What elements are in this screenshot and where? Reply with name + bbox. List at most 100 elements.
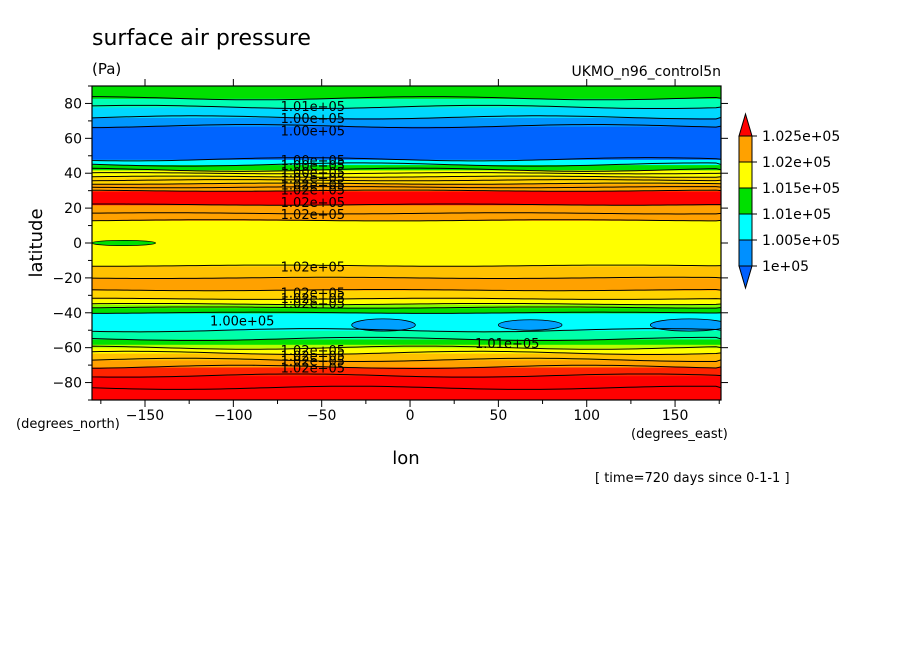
contour-line-26 (92, 157, 721, 162)
pressure-band-21 (92, 169, 721, 178)
contour-line-22 (92, 175, 721, 178)
contour-line-16 (92, 212, 721, 215)
pressure-band-10 (92, 307, 721, 314)
contour-line-13 (92, 276, 721, 279)
y-tick-label-3: −20 (52, 271, 82, 287)
contour-label-10: 1.02e+05 (281, 208, 345, 223)
colorbar-label-1: 1.02e+05 (762, 155, 831, 171)
y-tick-label-0: −80 (52, 376, 82, 392)
x-unit-label: (degrees_east) (631, 427, 728, 442)
y-tick-label-5: 20 (64, 201, 82, 217)
contour-line-24 (92, 167, 721, 172)
contour-label-6: 1.02e+05 (281, 171, 345, 186)
contour-line-23 (92, 172, 721, 175)
colorbar-label-0: 1.025e+05 (762, 129, 840, 145)
pressure-band-23 (92, 159, 721, 166)
contour-line-20 (92, 182, 721, 185)
pressure-band-0 (92, 387, 721, 400)
contour-label-17: 1.02e+05 (281, 344, 345, 359)
contour-label-7: 1.02e+05 (281, 178, 345, 193)
contour-line-19 (92, 186, 721, 189)
x-tick-label-6: 150 (662, 408, 689, 424)
contour-line-29 (92, 104, 721, 110)
x-axis-label: lon (392, 448, 419, 469)
pressure-band-4 (92, 352, 721, 361)
pressure-band-17 (92, 204, 721, 221)
contour-label-15: 1.00e+05 (210, 315, 274, 330)
pressure-band-2 (92, 366, 721, 377)
pressure-band-16 (92, 220, 721, 267)
contour-line-11 (92, 297, 721, 300)
contour-label-8: 1.02e+05 (281, 184, 345, 199)
contour-line-3 (92, 357, 721, 362)
y-tick-label-8: 80 (64, 96, 82, 112)
pressure-band-3 (92, 359, 721, 368)
contour-label-19: 1.02e+05 (281, 355, 345, 370)
colorbar-label-4: 1.005e+05 (762, 233, 840, 249)
pressure-band-22 (92, 164, 721, 171)
pressure-cell-2 (649, 318, 721, 332)
contour-line-7 (92, 328, 721, 333)
pressure-band-28 (92, 86, 721, 99)
contour-label-16: 1.01e+05 (475, 337, 539, 352)
pressure-band-13 (92, 290, 721, 300)
contour-line-8 (92, 311, 721, 314)
colorbar-bottom-arrow (738, 265, 753, 290)
pressure-band-18 (92, 190, 721, 206)
contour-line-21 (92, 179, 721, 182)
contour-line-30 (92, 96, 721, 101)
colorbar-label-2: 1.015e+05 (762, 181, 840, 197)
contour-label-11: 1.02e+05 (281, 260, 345, 275)
contour-line-4 (92, 350, 721, 356)
pressure-cell-3 (92, 239, 156, 247)
colorbar-segment-1 (738, 135, 753, 163)
contour-label-18: 1.02e+05 (281, 349, 345, 364)
pressure-band-11 (92, 304, 721, 309)
x-tick-label-0: −150 (126, 408, 164, 424)
contour-line-1 (92, 373, 721, 378)
colorbar-segment-2 (738, 161, 753, 189)
x-tick-label-1: −100 (214, 408, 252, 424)
pressure-band-27 (92, 98, 721, 108)
pressure-band-14 (92, 277, 721, 291)
contour-line-25 (92, 162, 721, 167)
y-tick-label-4: 0 (73, 236, 82, 252)
y-tick-label-7: 60 (64, 131, 82, 147)
contour-label-9: 1.02e+05 (281, 196, 345, 211)
colorbar-label-3: 1.01e+05 (762, 207, 831, 223)
pressure-cell-1 (497, 319, 563, 331)
contour-label-1: 1.00e+05 (281, 112, 345, 127)
pressure-band-24 (92, 126, 721, 160)
x-tick-label-3: 0 (406, 408, 415, 424)
pressure-band-26 (92, 106, 721, 118)
contour-line-5 (92, 345, 721, 350)
pressure-band-1 (92, 375, 721, 389)
colorbar: 1.025e+05 1.02e+05 1.015e+05 1.01e+05 1.005e… (738, 112, 840, 290)
contour-line-18 (92, 189, 721, 192)
colorbar-top-arrow (738, 112, 753, 137)
y-axis-label: latitude (26, 208, 47, 277)
contour-label-5: 1.00e+05 (281, 166, 345, 181)
y-tick-label-2: −40 (52, 306, 82, 322)
contour-line-27 (92, 124, 721, 129)
contour-line-17 (92, 203, 721, 206)
contour-label-2: 1.00e+05 (281, 124, 345, 139)
x-tick-label-2: −50 (307, 408, 337, 424)
dataset-label: UKMO_n96_control5n (571, 64, 721, 80)
colorbar-segment-5 (738, 239, 753, 267)
pressure-band-15 (92, 265, 721, 279)
colorbar-label-5: 1e+05 (762, 259, 809, 275)
pressure-band-8 (92, 330, 721, 340)
y-unit-label: (degrees_north) (16, 417, 120, 432)
pressure-cell-0 (351, 318, 416, 332)
x-tick-label-4: 50 (489, 408, 507, 424)
contour-label-14: 1.02e+05 (281, 297, 345, 312)
contour-line-0 (92, 385, 721, 390)
pressure-band-19 (92, 183, 721, 192)
pressure-field: 1.01e+051.00e+051.00e+051.00e+051.00e+05… (92, 86, 721, 400)
contour-line-2 (92, 364, 721, 369)
contour-line-14 (92, 264, 721, 267)
contour-line-9 (92, 306, 721, 309)
pressure-band-5 (92, 347, 721, 354)
